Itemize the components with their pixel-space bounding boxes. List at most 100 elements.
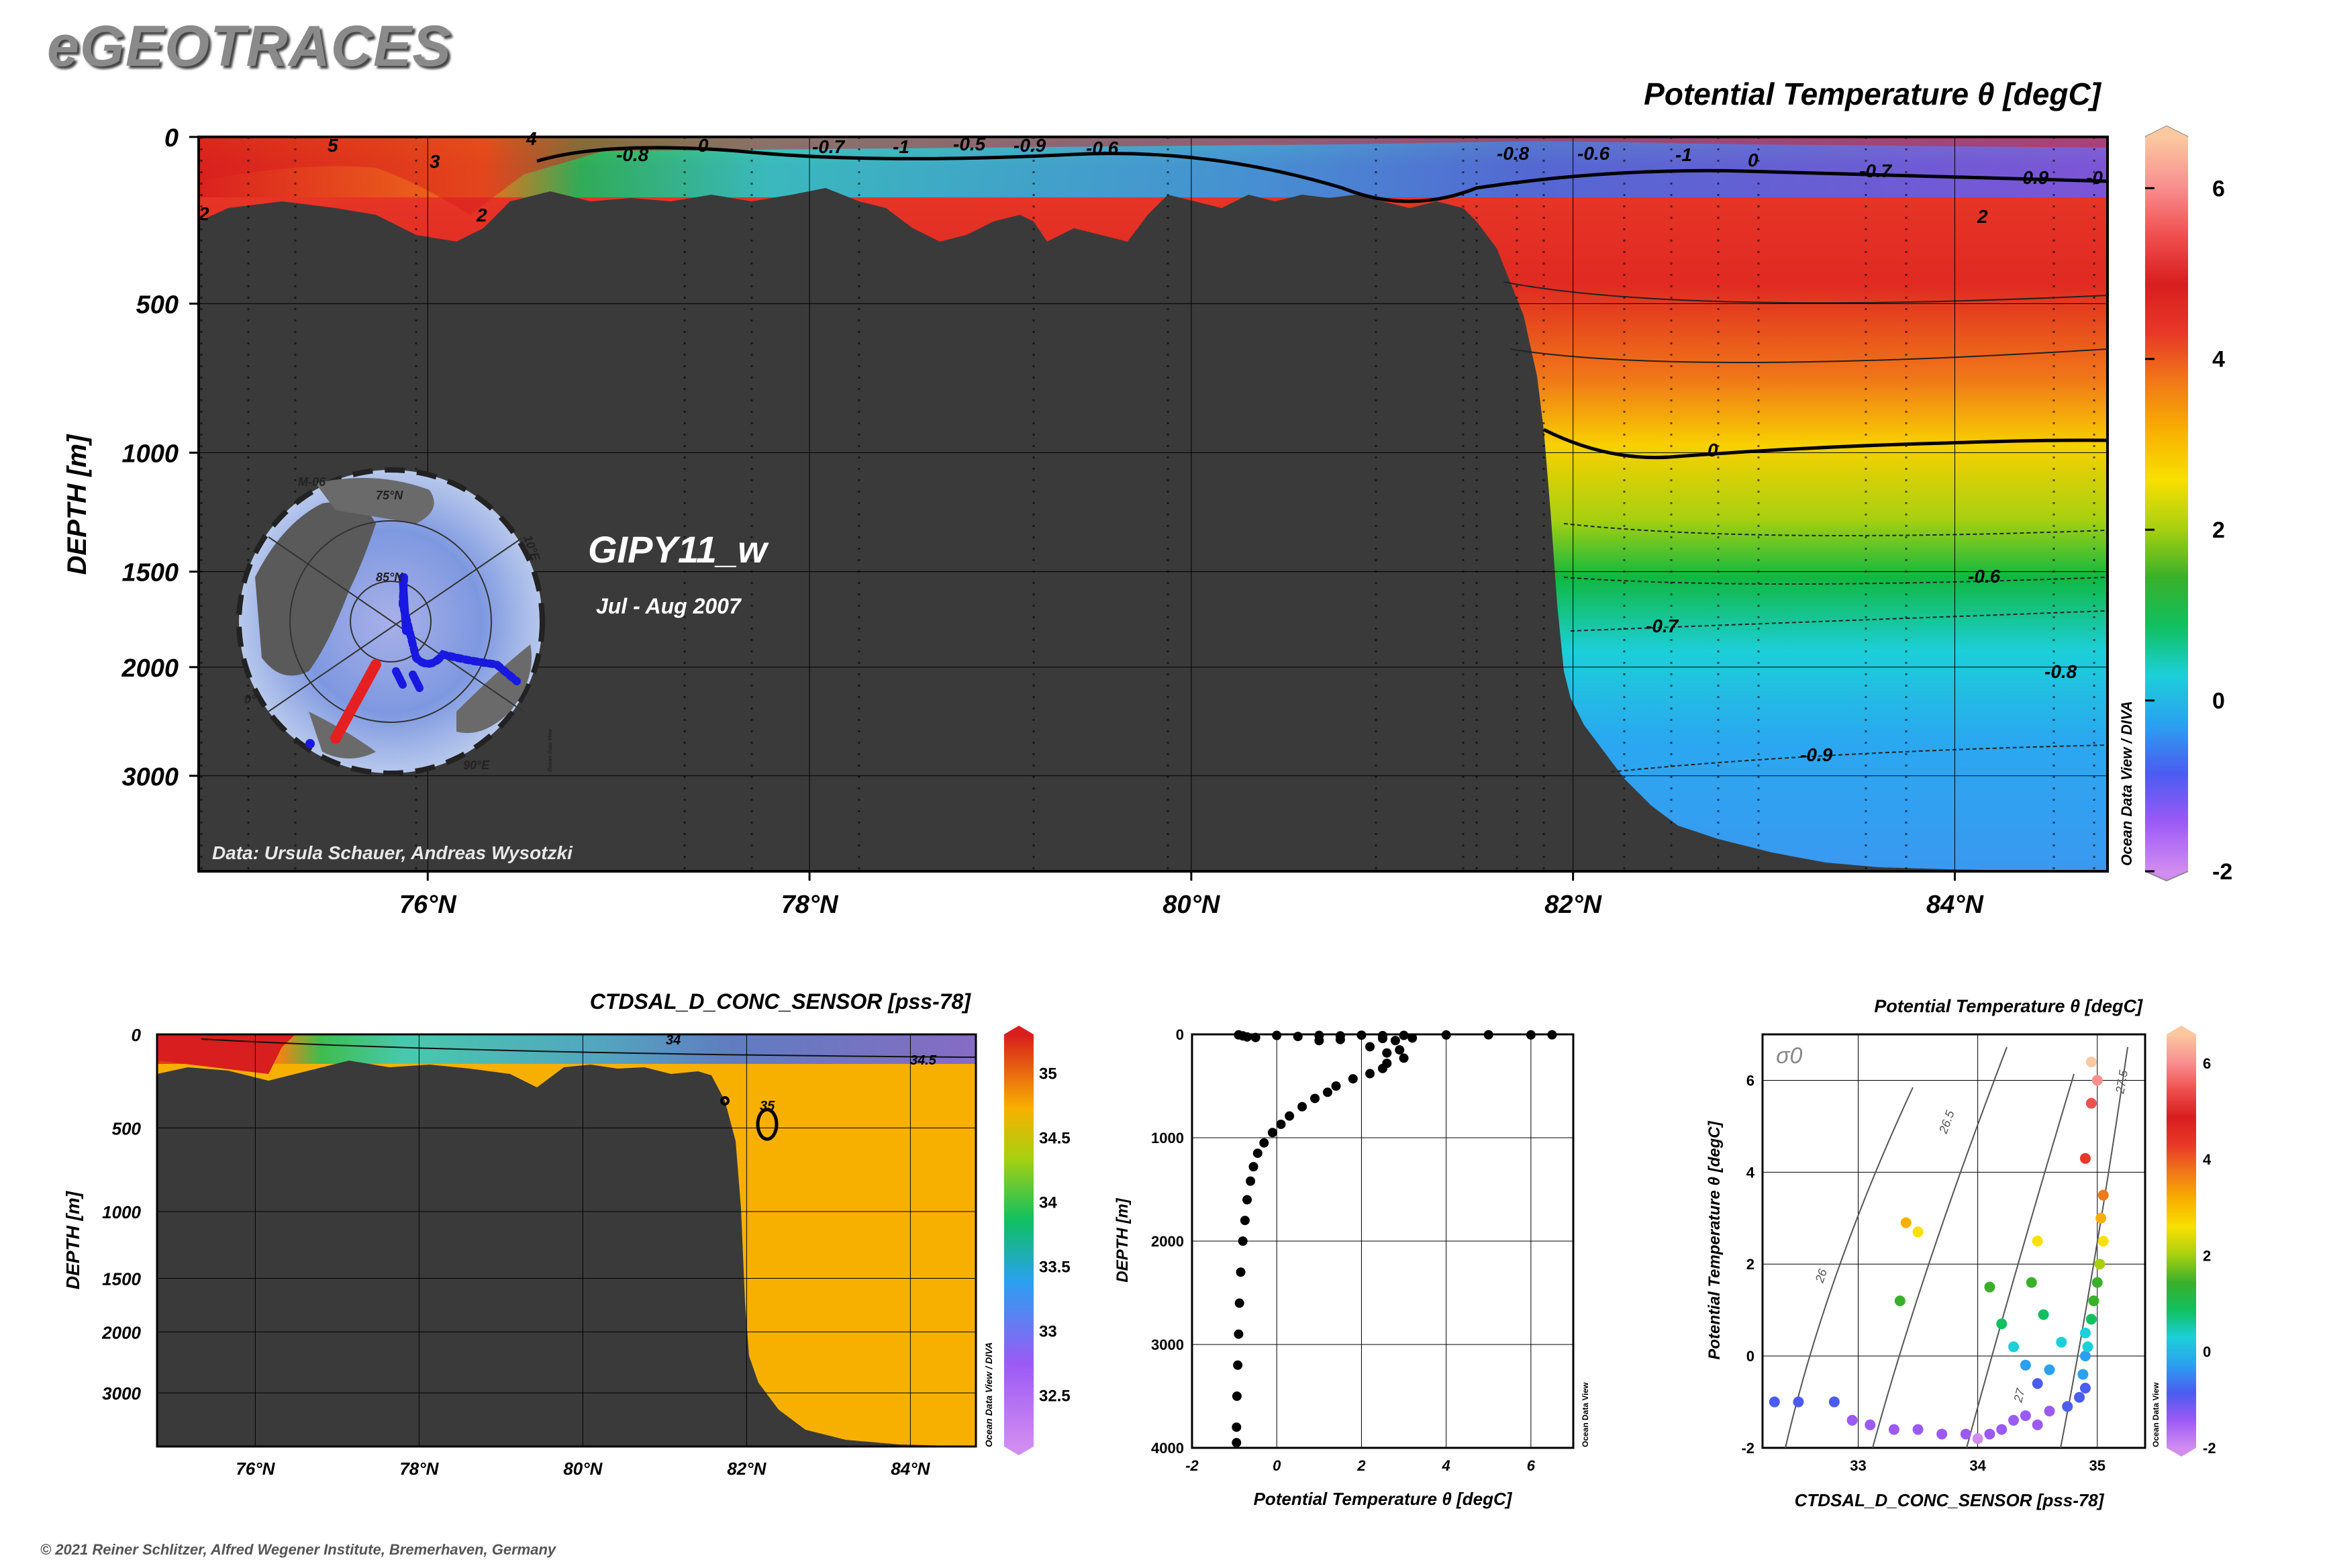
main-contour-label-6: -0.7 <box>812 136 846 157</box>
ts-point <box>2094 1259 2106 1270</box>
ts-xticks: 33 34 35 <box>1850 1457 2106 1474</box>
ts-point <box>2056 1336 2067 1348</box>
ts-point <box>1960 1428 1971 1440</box>
profile-point <box>1483 1030 1493 1040</box>
ts-point <box>2079 1153 2091 1164</box>
profile-point <box>1246 1176 1256 1186</box>
ts-point <box>1900 1217 1912 1228</box>
main-contour-label-18: 2 <box>1977 206 1988 227</box>
profile-point <box>1348 1074 1358 1084</box>
salinity-xtick-label: 76°N <box>236 1459 275 1479</box>
profile-point <box>1382 1048 1392 1058</box>
data-credit: Data: Ursula Schauer, Andreas Wysotzki <box>212 842 573 863</box>
profile-point <box>1399 1053 1409 1063</box>
profile-point <box>1526 1030 1536 1040</box>
ts-ytick-label: 6 <box>1746 1072 1754 1089</box>
ts-point <box>1769 1396 1780 1408</box>
salinity-section-plot: CTDSAL_D_CONC_SENSOR [pss-78] 34 34.5 35… <box>62 989 1071 1479</box>
ts-point <box>2097 1236 2109 1246</box>
ts-point <box>1828 1396 1840 1408</box>
profile-xtick-label: 0 <box>1273 1457 1281 1474</box>
ts-point <box>1793 1396 1804 1408</box>
main-ytick-label: 3000 <box>121 763 179 791</box>
ts-point <box>1996 1318 2008 1330</box>
ts-point <box>2062 1401 2073 1412</box>
profile-point <box>1267 1128 1277 1138</box>
salinity-cbar-label: 34.5 <box>1039 1130 1071 1148</box>
ts-point <box>2088 1295 2099 1306</box>
ts-point <box>2020 1410 2031 1422</box>
profile-point <box>1365 1069 1375 1079</box>
salinity-bathymetry <box>157 1061 976 1447</box>
profile-point <box>1293 1032 1303 1042</box>
date-label: Jul - Aug 2007 <box>596 594 742 618</box>
profile-point <box>1234 1329 1244 1339</box>
main-xtick-label: 82°N <box>1544 891 1602 919</box>
profile-point <box>1259 1138 1269 1148</box>
profile-points <box>1232 1030 1557 1448</box>
main-contour-label-11: -0.8 <box>1497 143 1530 164</box>
salinity-colorbar-top-cap <box>1004 1026 1034 1034</box>
ts-xtick-label: 34 <box>1969 1457 1986 1474</box>
ts-point <box>2077 1369 2089 1380</box>
cruise-label: GIPY11_w <box>588 528 769 571</box>
salinity-title: CTDSAL_D_CONC_SENSOR [pss-78] <box>590 989 972 1014</box>
ts-point <box>2026 1277 2037 1288</box>
main-ytick-label: 1000 <box>121 440 179 468</box>
profile-point <box>1395 1045 1405 1055</box>
main-contour-label-19: 0 <box>1707 440 1718 460</box>
ts-point <box>1865 1419 1876 1430</box>
profile-point <box>1240 1216 1250 1226</box>
ts-colorbar-bottom-cap <box>2167 1448 2196 1457</box>
profile-yticks: 0 1000 2000 3000 4000 <box>1151 1026 1184 1457</box>
salinity-contour-label-2: 35 <box>760 1099 775 1114</box>
profile-xtick-label: -2 <box>1185 1457 1199 1474</box>
main-odv-credit: Ocean Data View / DIVA <box>2118 701 2135 866</box>
main-contour-label-1: 3 <box>430 151 440 172</box>
main-contour-f <box>1509 348 2108 363</box>
salinity-ytick-label: 500 <box>112 1118 142 1138</box>
profile-plot: Potential Temperature θ [degC] DEPTH [m]… <box>1113 1026 1590 1509</box>
profile-point <box>1399 1030 1409 1040</box>
ts-ytick-label: 4 <box>1746 1164 1755 1181</box>
main-contour-label-9: -0.9 <box>1013 135 1046 156</box>
main-colorbar-top-cap <box>2145 126 2188 137</box>
main-contour-label-20: -0.6 <box>1968 566 2001 587</box>
profile-point <box>1378 1034 1387 1044</box>
profile-point <box>1242 1195 1252 1205</box>
isopycnal-27-5 <box>2060 1046 2128 1449</box>
ts-point <box>2032 1419 2043 1430</box>
inset-map-islands <box>315 478 434 524</box>
salinity-ytick-label: 3000 <box>102 1383 141 1404</box>
main-contour-label-7: -1 <box>893 136 909 157</box>
ts-point <box>2097 1189 2109 1201</box>
salinity-colorbar <box>1004 1034 1034 1447</box>
salinity-colorbar-ticks: 35 34.5 34 33.5 33 32.5 <box>1039 1065 1071 1406</box>
ts-point <box>2095 1212 2107 1224</box>
profile-xtick-label: 2 <box>1356 1457 1366 1474</box>
ts-colorbar-ticks: 6 4 2 0 -2 <box>2203 1055 2216 1457</box>
ts-colorbar-top-cap <box>2167 1026 2196 1034</box>
main-contour-label-22: -0.8 <box>2044 661 2077 682</box>
ts-point <box>1984 1428 1995 1440</box>
main-contour-label-8: -0.5 <box>953 134 986 154</box>
salinity-frame <box>156 1033 977 1448</box>
inset-map-meridian-b <box>268 536 524 712</box>
profile-point <box>1276 1119 1286 1129</box>
profile-point <box>1356 1030 1367 1040</box>
salinity-contour-small <box>720 1096 730 1106</box>
profile-point <box>1234 1298 1244 1308</box>
profile-point <box>1250 1032 1260 1042</box>
ts-cbar-label: 4 <box>2203 1151 2212 1168</box>
profile-point <box>1547 1030 1557 1040</box>
ts-point <box>1972 1433 1983 1444</box>
salinity-ytick-label: 1000 <box>102 1202 141 1222</box>
main-contour-label-21: -0.7 <box>1646 616 1679 636</box>
ts-point <box>2032 1236 2043 1246</box>
main-grid <box>189 136 2108 881</box>
ts-point <box>1888 1424 1899 1435</box>
main-section-plot: Potential Temperature θ [degC] 5 3 2 4 -… <box>62 77 2232 919</box>
map-label-2: 85°N <box>376 571 403 584</box>
main-ytick-label: 2000 <box>121 654 179 683</box>
